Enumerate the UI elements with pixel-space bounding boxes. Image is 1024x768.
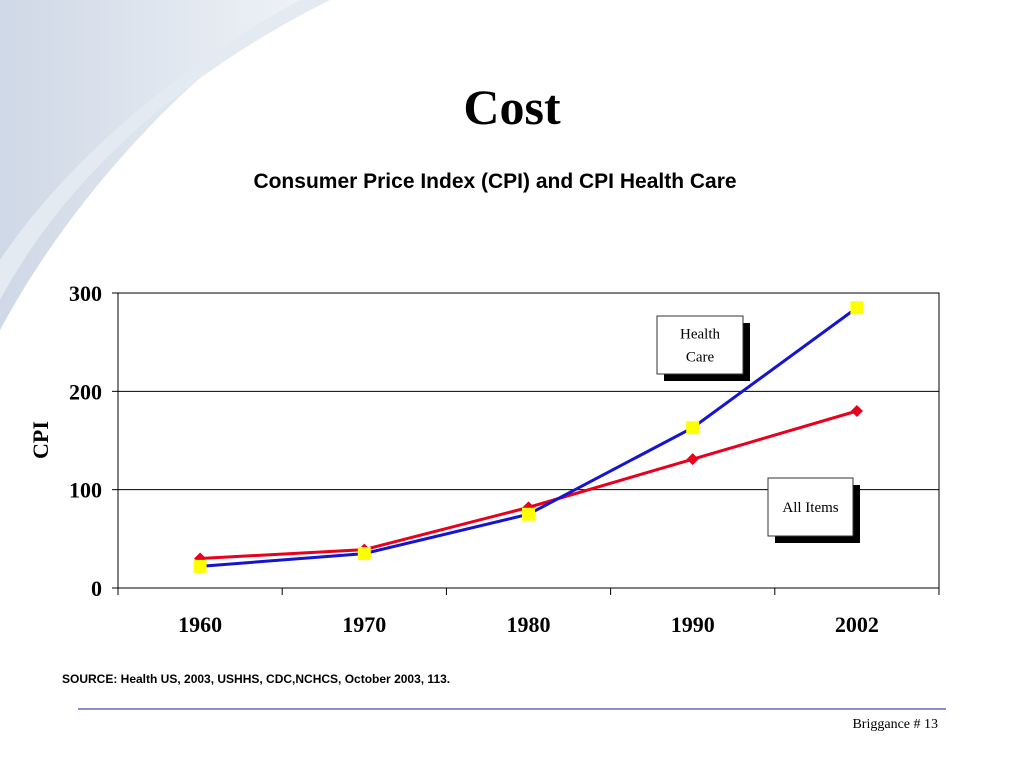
slide-footer: Briggance # 13 xyxy=(852,717,938,732)
x-tick-label: 1970 xyxy=(342,612,386,637)
chart-title: Consumer Price Index (CPI) and CPI Healt… xyxy=(253,170,737,193)
x-tick-label: 1990 xyxy=(671,612,715,637)
y-tick-label: 200 xyxy=(69,379,102,404)
all-items-point xyxy=(850,405,863,417)
y-tick-label: 300 xyxy=(69,281,102,306)
health-care-callout: Health Care xyxy=(656,315,750,381)
callout-label: All Items xyxy=(782,500,838,516)
x-tick-label: 1960 xyxy=(178,612,222,637)
health-care-point xyxy=(850,301,864,315)
y-tick-label: 0 xyxy=(91,576,102,601)
health-care-point xyxy=(522,507,535,521)
y-axis-label: CPI xyxy=(28,421,53,459)
health-care-point xyxy=(357,547,371,561)
callout-label: Health xyxy=(680,327,720,343)
callout-label: Care xyxy=(686,350,715,366)
y-tick-label: 100 xyxy=(69,478,102,503)
footer-divider xyxy=(78,708,946,710)
health-care-point xyxy=(686,421,700,435)
all-items-point xyxy=(686,453,699,466)
source-note: SOURCE: Health US, 2003, USHHS, CDC,NCHC… xyxy=(62,672,451,686)
all-items-callout: All Items xyxy=(767,477,860,543)
x-tick-label: 2002 xyxy=(835,612,879,637)
x-tick-label: 1980 xyxy=(507,612,551,637)
health-care-point xyxy=(193,559,207,573)
slide-title: Cost xyxy=(463,79,561,135)
